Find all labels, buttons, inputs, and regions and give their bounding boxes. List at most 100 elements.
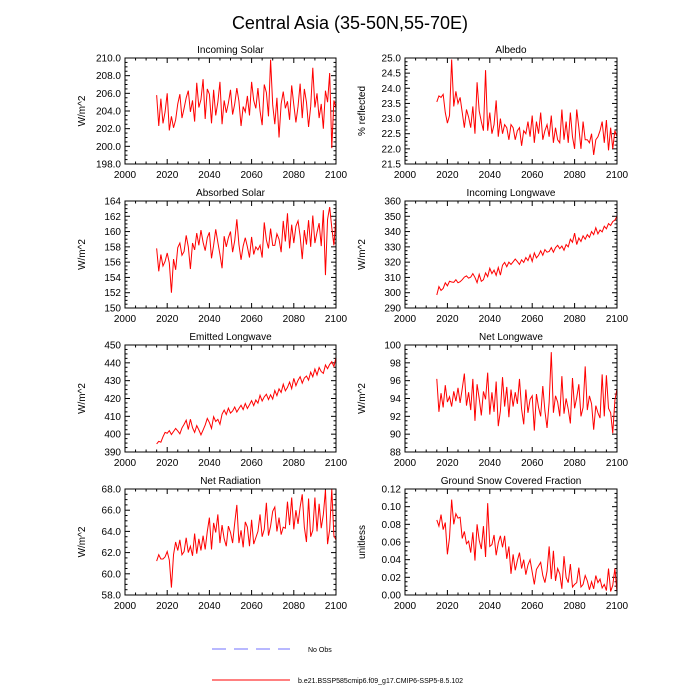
y-tick-label: 150 <box>104 304 121 315</box>
y-tick-label: 208.0 <box>96 71 121 82</box>
y-tick-label: 98 <box>390 358 402 369</box>
y-tick-label: 210.0 <box>96 54 121 65</box>
panel-title: Net Radiation <box>200 476 261 487</box>
x-tick-label: 2080 <box>563 314 586 325</box>
y-tick-label: 22.5 <box>382 129 402 140</box>
y-tick-label: 310 <box>384 273 401 284</box>
y-tick-label: 0.00 <box>382 591 402 602</box>
x-tick-label: 2060 <box>521 170 544 181</box>
y-tick-label: 204.0 <box>96 107 121 118</box>
x-tick-label: 2080 <box>563 601 586 612</box>
y-tick-label: 88 <box>390 448 402 459</box>
y-tick-label: 58.0 <box>102 591 122 602</box>
y-tick-label: 23.5 <box>382 99 402 110</box>
x-tick-label: 2000 <box>394 314 417 325</box>
plot-frame <box>404 200 618 309</box>
panel-title: Incoming Longwave <box>467 188 556 199</box>
x-tick-label: 2080 <box>283 458 306 469</box>
x-tick-label: 2000 <box>114 314 137 325</box>
chart-panel: Incoming Solar W/m^2 2000 2020 2040 2060 2080 2… <box>77 45 348 181</box>
y-tick-label: 0.04 <box>382 555 402 566</box>
x-tick-label: 2040 <box>479 601 502 612</box>
data-series-line <box>156 207 337 293</box>
y-tick-label: 96 <box>390 376 402 387</box>
x-tick-label: 2100 <box>606 314 629 325</box>
y-tick-label: 162 <box>104 212 121 223</box>
y-axis-label: W/m^2 <box>77 383 88 414</box>
y-tick-label: 206.0 <box>96 89 121 100</box>
y-tick-label: 440 <box>104 358 121 369</box>
y-axis-label: unitless <box>357 525 368 559</box>
y-tick-label: 152 <box>104 288 121 299</box>
y-tick-label: 64.0 <box>102 527 122 538</box>
x-tick-label: 2040 <box>198 601 221 612</box>
data-series-line <box>436 499 618 593</box>
y-tick-label: 68.0 <box>102 485 122 496</box>
x-tick-label: 2040 <box>479 314 502 325</box>
y-tick-label: 290 <box>384 304 401 315</box>
y-tick-label: 92 <box>390 412 402 423</box>
y-tick-label: 21.5 <box>382 160 402 171</box>
y-tick-label: 24.5 <box>382 69 402 80</box>
y-tick-label: 198.0 <box>96 160 121 171</box>
x-tick-label: 2040 <box>479 458 502 469</box>
x-tick-label: 2060 <box>521 601 544 612</box>
y-tick-label: 200.0 <box>96 142 121 153</box>
data-series-line <box>156 59 337 149</box>
x-tick-label: 2100 <box>606 601 629 612</box>
chart-panels: Incoming Solar W/m^2 2000 2020 2040 2060 2080 2… <box>77 45 629 612</box>
y-tick-label: 24.0 <box>382 84 402 95</box>
plot-frame <box>124 344 337 453</box>
plot-frame <box>404 344 618 453</box>
y-tick-label: 390 <box>104 448 121 459</box>
y-tick-label: 330 <box>384 242 401 253</box>
chart-panel: Albedo % reflected 2000 2020 2040 2060 2080 210… <box>357 45 629 181</box>
x-tick-label: 2080 <box>563 170 586 181</box>
plot-frame <box>124 488 337 596</box>
x-tick-label: 2000 <box>394 170 417 181</box>
x-tick-label: 2020 <box>436 314 459 325</box>
y-tick-label: 202.0 <box>96 124 121 135</box>
x-tick-label: 2040 <box>198 170 221 181</box>
y-tick-label: 430 <box>104 376 121 387</box>
y-axis-label: W/m^2 <box>77 95 88 126</box>
x-tick-label: 2000 <box>114 458 137 469</box>
chart-panel: Net Longwave W/m^2 2000 2020 2040 2060 2080 210… <box>357 332 629 469</box>
plot-frame <box>124 200 337 309</box>
x-tick-label: 2100 <box>325 601 348 612</box>
chart-panel: Incoming Longwave W/m^2 2000 2020 2040 2060 20… <box>357 188 629 325</box>
plot-frame <box>124 57 337 165</box>
chart-panel: Absorbed Solar W/m^2 2000 2020 2040 2060 2080 2… <box>77 188 348 325</box>
y-tick-label: 160 <box>104 227 121 238</box>
y-tick-label: 156 <box>104 258 121 269</box>
x-tick-label: 2080 <box>283 314 306 325</box>
x-tick-label: 2000 <box>394 601 417 612</box>
y-tick-label: 0.08 <box>382 520 402 531</box>
x-tick-label: 2020 <box>156 314 179 325</box>
data-series-line <box>436 59 618 155</box>
x-tick-label: 2020 <box>436 458 459 469</box>
y-tick-label: 0.02 <box>382 573 402 584</box>
panel-title: Albedo <box>495 45 527 56</box>
y-tick-label: 66.0 <box>102 506 122 517</box>
x-tick-label: 2100 <box>606 458 629 469</box>
x-tick-label: 2020 <box>156 170 179 181</box>
y-tick-label: 62.0 <box>102 548 122 559</box>
data-series-line <box>436 216 618 296</box>
y-tick-label: 25.0 <box>382 54 402 65</box>
y-axis-label: W/m^2 <box>77 526 88 557</box>
y-tick-label: 360 <box>384 197 401 208</box>
x-tick-label: 2100 <box>325 458 348 469</box>
y-tick-label: 90 <box>390 430 402 441</box>
x-tick-label: 2060 <box>240 458 263 469</box>
x-tick-label: 2020 <box>436 170 459 181</box>
x-tick-label: 2100 <box>325 314 348 325</box>
y-tick-label: 100 <box>384 341 401 352</box>
x-tick-label: 2040 <box>198 458 221 469</box>
y-tick-label: 420 <box>104 394 121 405</box>
panel-title: Ground Snow Covered Fraction <box>441 476 582 487</box>
y-tick-label: 300 <box>384 288 401 299</box>
y-axis-label: W/m^2 <box>77 239 88 270</box>
chart-panel: Ground Snow Covered Fraction unitless 2000… <box>357 476 629 612</box>
